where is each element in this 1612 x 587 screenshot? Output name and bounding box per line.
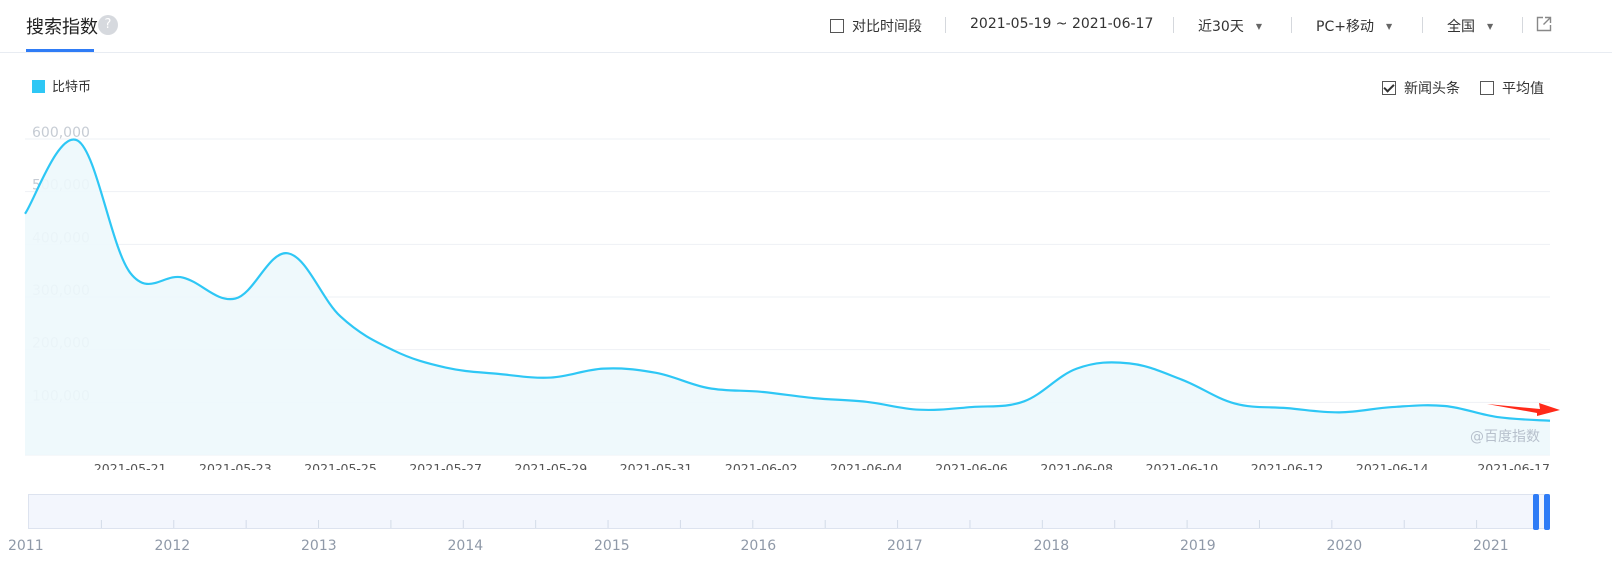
- year-label: 2016: [740, 538, 777, 554]
- average-toggle[interactable]: 平均值: [1480, 78, 1544, 98]
- divider: [1291, 17, 1292, 33]
- data-point[interactable]: [1390, 405, 1394, 409]
- period-select[interactable]: 近30天 ▼: [1198, 16, 1262, 36]
- data-point[interactable]: [1232, 401, 1236, 405]
- overview-sparkline: [100, 520, 1478, 528]
- news-toggle[interactable]: 新闻头条: [1382, 78, 1460, 98]
- divider: [1422, 17, 1423, 33]
- x-tick-label: 2021-05-29: [515, 461, 588, 470]
- data-point[interactable]: [970, 405, 974, 409]
- year-label: 2013: [301, 538, 337, 554]
- x-tick-label: 2021-06-02: [725, 461, 798, 470]
- range-end-handle[interactable]: [1544, 494, 1550, 530]
- x-tick-label: 2021-05-25: [304, 461, 377, 470]
- x-tick-label: 2021-05-23: [199, 461, 272, 470]
- data-point[interactable]: [707, 386, 711, 390]
- data-point[interactable]: [601, 367, 605, 371]
- data-point[interactable]: [1022, 399, 1026, 403]
- data-point[interactable]: [128, 271, 132, 275]
- data-point[interactable]: [1548, 419, 1552, 423]
- caret-down-icon: ▼: [1487, 22, 1494, 31]
- data-point[interactable]: [1443, 404, 1447, 408]
- data-point[interactable]: [76, 139, 80, 143]
- divider: [1173, 17, 1174, 33]
- divider: [945, 17, 946, 33]
- device-select[interactable]: PC+移动 ▼: [1316, 16, 1392, 36]
- compare-checkbox[interactable]: [830, 19, 844, 33]
- data-point[interactable]: [444, 366, 448, 370]
- x-axis: 2021-05-21 2021-05-23 2021-05-25 2021-05-27…: [94, 461, 1550, 470]
- data-point[interactable]: [391, 348, 395, 352]
- compare-period-toggle[interactable]: 对比时间段: [830, 16, 922, 36]
- date-range-picker[interactable]: 2021-05-19 ~ 2021-06-17: [970, 16, 1154, 32]
- help-icon[interactable]: ?: [98, 15, 118, 35]
- range-slider[interactable]: [28, 494, 1550, 529]
- share-icon[interactable]: [1536, 16, 1552, 32]
- caret-down-icon: ▼: [1255, 22, 1262, 31]
- data-point[interactable]: [181, 276, 185, 280]
- header-bar: 搜索指数 ? 对比时间段 2021-05-19 ~ 2021-06-17 近30…: [0, 0, 1612, 53]
- period-label: 近30天: [1198, 19, 1244, 35]
- data-point[interactable]: [1338, 410, 1342, 414]
- year-label: 2012: [154, 538, 191, 554]
- watermark: @百度指数: [1470, 429, 1540, 445]
- data-point[interactable]: [1127, 361, 1131, 365]
- x-tick-label: 2021-06-06: [935, 461, 1008, 470]
- x-tick-label: 2021-06-14: [1356, 461, 1429, 470]
- series-area: [25, 139, 1550, 455]
- x-tick-label: 2021-05-31: [620, 461, 693, 470]
- compare-label: 对比时间段: [852, 19, 922, 35]
- data-point[interactable]: [759, 390, 763, 394]
- data-point[interactable]: [654, 371, 658, 375]
- series-line: [24, 138, 1551, 422]
- data-point[interactable]: [286, 251, 290, 255]
- x-tick-label: 2021-05-27: [409, 461, 482, 470]
- data-point[interactable]: [917, 408, 921, 412]
- page-title[interactable]: 搜索指数: [26, 17, 98, 38]
- range-start-handle[interactable]: [1533, 494, 1539, 530]
- average-label: 平均值: [1502, 81, 1544, 97]
- year-label: 2021: [1473, 538, 1509, 554]
- region-label: 全国: [1447, 19, 1475, 35]
- data-point[interactable]: [1495, 415, 1499, 419]
- year-label: 2018: [1033, 538, 1070, 554]
- data-point[interactable]: [233, 297, 237, 301]
- legend-swatch: [32, 80, 45, 93]
- x-tick-label: 2021-06-17: [1477, 461, 1550, 470]
- x-tick-label: 2021-05-21: [94, 461, 167, 470]
- data-point[interactable]: [549, 376, 553, 380]
- x-tick-label: 2021-06-08: [1040, 461, 1113, 470]
- data-point[interactable]: [812, 396, 816, 400]
- data-point[interactable]: [496, 372, 500, 376]
- data-point[interactable]: [1075, 367, 1079, 371]
- year-label: 2014: [447, 538, 484, 554]
- region-select[interactable]: 全国 ▼: [1447, 16, 1493, 36]
- year-label: 2017: [887, 538, 923, 554]
- x-tick-label: 2021-06-04: [830, 461, 903, 470]
- year-label: 2019: [1180, 538, 1216, 554]
- trend-arrow-icon: [1487, 403, 1560, 416]
- year-label: 2020: [1326, 538, 1363, 554]
- legend-label: 比特币: [52, 80, 92, 95]
- x-tick-label: 2021-06-10: [1146, 461, 1219, 470]
- divider: [1522, 17, 1523, 33]
- data-point[interactable]: [23, 212, 27, 216]
- data-point[interactable]: [1285, 406, 1289, 410]
- news-label: 新闻头条: [1404, 81, 1460, 97]
- search-index-chart: 100,000200,000300,000400,000500,000600,0…: [23, 125, 1560, 470]
- chart-legend[interactable]: 比特币: [32, 76, 91, 95]
- y-tick-label: 600,000: [32, 125, 90, 141]
- average-checkbox[interactable]: [1480, 81, 1494, 95]
- year-label: 2011: [8, 538, 44, 554]
- data-point[interactable]: [864, 400, 868, 404]
- x-tick-label: 2021-06-12: [1251, 461, 1324, 470]
- device-label: PC+移动: [1316, 19, 1374, 35]
- data-point[interactable]: [339, 314, 343, 318]
- caret-down-icon: ▼: [1385, 22, 1393, 31]
- year-label: 2015: [594, 538, 630, 554]
- news-checkbox[interactable]: [1382, 81, 1396, 95]
- data-point[interactable]: [1180, 378, 1184, 382]
- active-tab-indicator: [26, 49, 94, 52]
